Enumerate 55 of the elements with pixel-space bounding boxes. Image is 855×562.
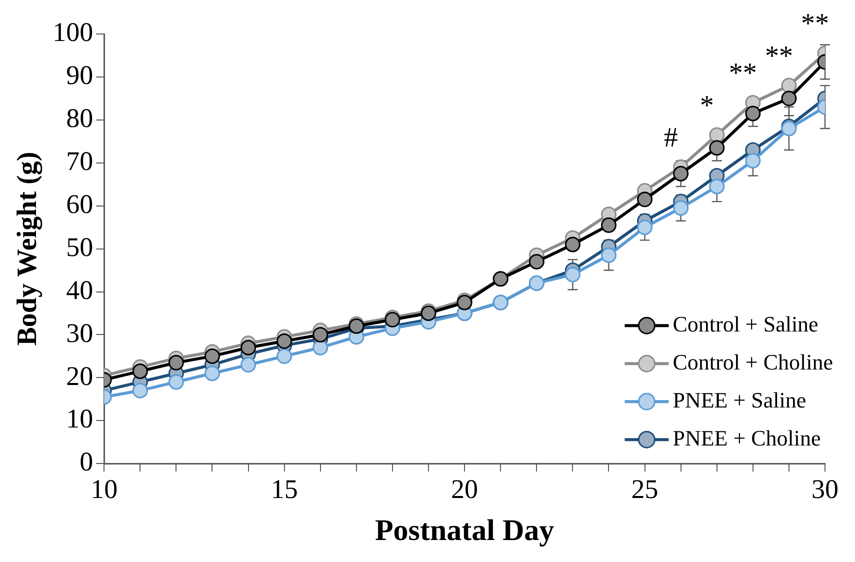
y-tick-label: 80	[66, 103, 94, 134]
point	[240, 340, 256, 356]
x-tick-label: 10	[90, 474, 118, 504]
annotation: **	[764, 40, 793, 72]
y-tick-label: 70	[66, 146, 94, 176]
annotation: **	[728, 58, 757, 90]
point	[600, 247, 616, 263]
x-tick-label: 20	[451, 474, 478, 504]
point	[637, 192, 653, 208]
point	[709, 178, 725, 194]
point	[745, 152, 761, 168]
y-tick-label: 50	[66, 232, 94, 262]
y-tick-label: 60	[66, 188, 94, 219]
annotation: *	[700, 90, 714, 122]
annotation: #	[664, 122, 678, 154]
y-tick-label: 20	[66, 360, 94, 391]
x-tick-label: 30	[812, 474, 838, 504]
legend-label: PNEE + Choline	[672, 425, 821, 450]
point	[168, 374, 184, 390]
point	[276, 348, 292, 364]
point	[204, 348, 220, 364]
point	[709, 140, 725, 156]
point	[637, 220, 653, 236]
x-tick-label: 15	[270, 474, 298, 504]
y-tick-label: 10	[66, 404, 94, 434]
point	[745, 106, 761, 122]
y-tick-label: 100	[52, 17, 94, 48]
point	[312, 340, 328, 356]
point	[132, 363, 148, 379]
point	[564, 266, 580, 282]
x-axis-title: Postnatal Day	[374, 514, 554, 547]
annotation: **	[801, 8, 829, 40]
y-tick-label: 90	[66, 60, 94, 90]
legend-label: Control + Saline	[672, 311, 818, 336]
point	[528, 254, 544, 270]
point	[204, 366, 220, 382]
point	[168, 354, 184, 370]
point	[564, 236, 580, 252]
legend-label: PNEE + Saline	[672, 387, 806, 412]
point	[673, 166, 689, 182]
point	[240, 357, 256, 373]
point	[276, 333, 292, 349]
y-tick-label: 0	[80, 446, 94, 477]
point	[600, 217, 616, 233]
point	[709, 127, 725, 143]
y-tick-label: 30	[66, 318, 94, 348]
point	[132, 382, 148, 398]
legend-label: Control + Choline	[672, 349, 833, 374]
y-tick-label: 40	[66, 274, 94, 305]
point	[312, 326, 328, 342]
point	[781, 90, 797, 106]
point	[781, 78, 797, 94]
y-axis-title: Body Weight (g)	[12, 152, 44, 346]
x-tick-label: 25	[631, 474, 658, 504]
point	[673, 200, 689, 216]
